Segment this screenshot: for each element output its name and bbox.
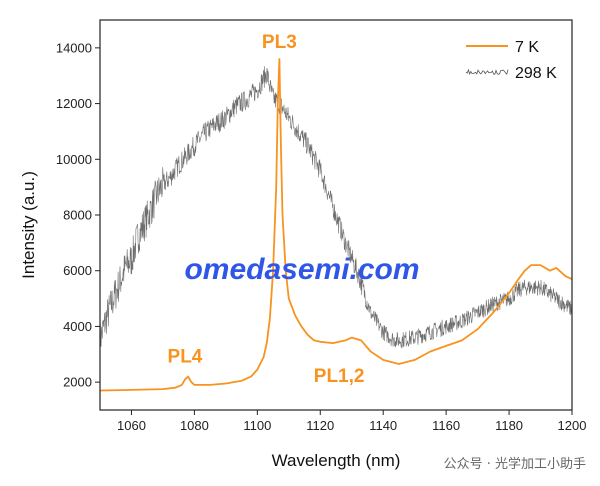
y-tick-label-6: 14000	[56, 40, 92, 55]
y-tick-label-1: 4000	[63, 319, 92, 334]
annotation-0: PL3	[262, 32, 297, 53]
axis-ticks: 1060 1080 1100 1120 1140 1160 1180 1200 2000 4000…	[56, 40, 587, 433]
annotation-1: PL4	[168, 347, 203, 368]
legend-label-0: 7 K	[515, 39, 539, 56]
x-axis-label: Wavelength (nm)	[272, 451, 401, 470]
peak-annotations: PL3 PL4 PL1,2	[168, 32, 365, 387]
x-tick-label-3: 1120	[306, 418, 334, 433]
annotation-2: PL1,2	[314, 366, 365, 387]
legend-label-1: 298 K	[515, 65, 557, 82]
watermark-text: omedasemi.com	[184, 253, 419, 286]
y-tick-label-3: 8000	[63, 208, 92, 223]
x-tick-label-4: 1140	[369, 418, 397, 433]
x-tick-label-2: 1100	[243, 418, 271, 433]
legend: 7 K 298 K	[465, 39, 557, 82]
series-298k-line	[99, 66, 573, 359]
x-tick-label-7: 1200	[558, 418, 587, 433]
y-tick-label-4: 10000	[56, 152, 92, 167]
y-tick-label-5: 12000	[56, 96, 92, 111]
credit-text: 公众号 · 光学加工小助手	[443, 457, 586, 472]
plot-series	[99, 58, 573, 392]
x-tick-label-1: 1080	[180, 418, 209, 433]
y-tick-label-0: 2000	[63, 375, 92, 390]
x-tick-label-0: 1060	[117, 418, 146, 433]
y-axis-label: Intensity (a.u.)	[19, 171, 38, 279]
series-7k-line	[99, 58, 573, 392]
x-tick-label-6: 1180	[495, 418, 523, 433]
x-tick-label-5: 1160	[432, 418, 460, 433]
y-tick-label-2: 6000	[63, 263, 92, 278]
legend-swatch-1	[465, 68, 509, 76]
